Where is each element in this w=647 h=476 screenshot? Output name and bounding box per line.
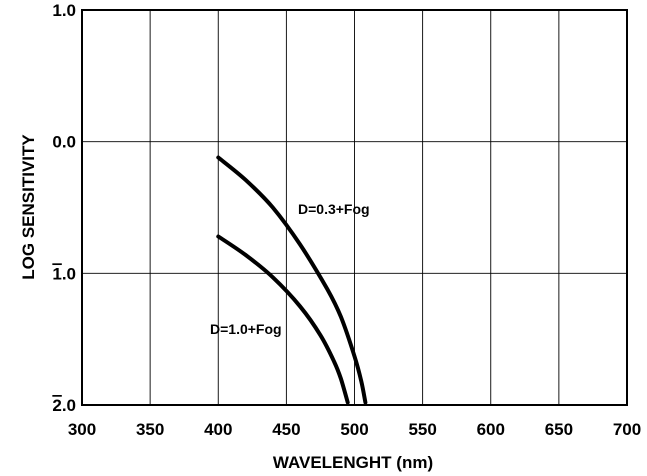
x-tick-label-450: 450 bbox=[272, 420, 300, 439]
y-tick-bar-digit-3: 2 bbox=[52, 396, 61, 415]
grid bbox=[82, 10, 627, 405]
x-axis-label: WAVELENGHT (nm) bbox=[273, 453, 433, 472]
x-tick-label-300: 300 bbox=[68, 420, 96, 439]
x-tick-label-550: 550 bbox=[408, 420, 436, 439]
series-label-d03: D=0.3+Fog bbox=[298, 201, 370, 217]
series-label-d10: D=1.0+Fog bbox=[210, 321, 282, 337]
x-tick-label-650: 650 bbox=[545, 420, 573, 439]
y-tick-bar-digit-2: 1 bbox=[52, 264, 61, 283]
plot-frame bbox=[81, 9, 628, 406]
y-tick-label-1: 0.0 bbox=[52, 133, 76, 152]
y-axis-label: LOG SENSITIVITY bbox=[19, 134, 38, 280]
y-tick-label-3: 2.0 bbox=[52, 396, 76, 415]
x-tick-label-700: 700 bbox=[613, 420, 641, 439]
x-tick-label-350: 350 bbox=[136, 420, 164, 439]
y-tick-label-2: 1.0 bbox=[52, 264, 76, 283]
series-curve-1 bbox=[216, 234, 350, 405]
y-tick-labels: 1.0 0.0 1.0 2.0 bbox=[52, 1, 76, 415]
y-tick-label-0: 1.0 bbox=[52, 1, 76, 20]
x-tick-label-400: 400 bbox=[204, 420, 232, 439]
x-tick-label-500: 500 bbox=[340, 420, 368, 439]
x-tick-label-600: 600 bbox=[477, 420, 505, 439]
series-curve-0 bbox=[216, 155, 368, 405]
series-curves bbox=[216, 155, 368, 405]
x-tick-labels: 300 350 400 450 500 550 600 650 700 bbox=[68, 420, 641, 439]
